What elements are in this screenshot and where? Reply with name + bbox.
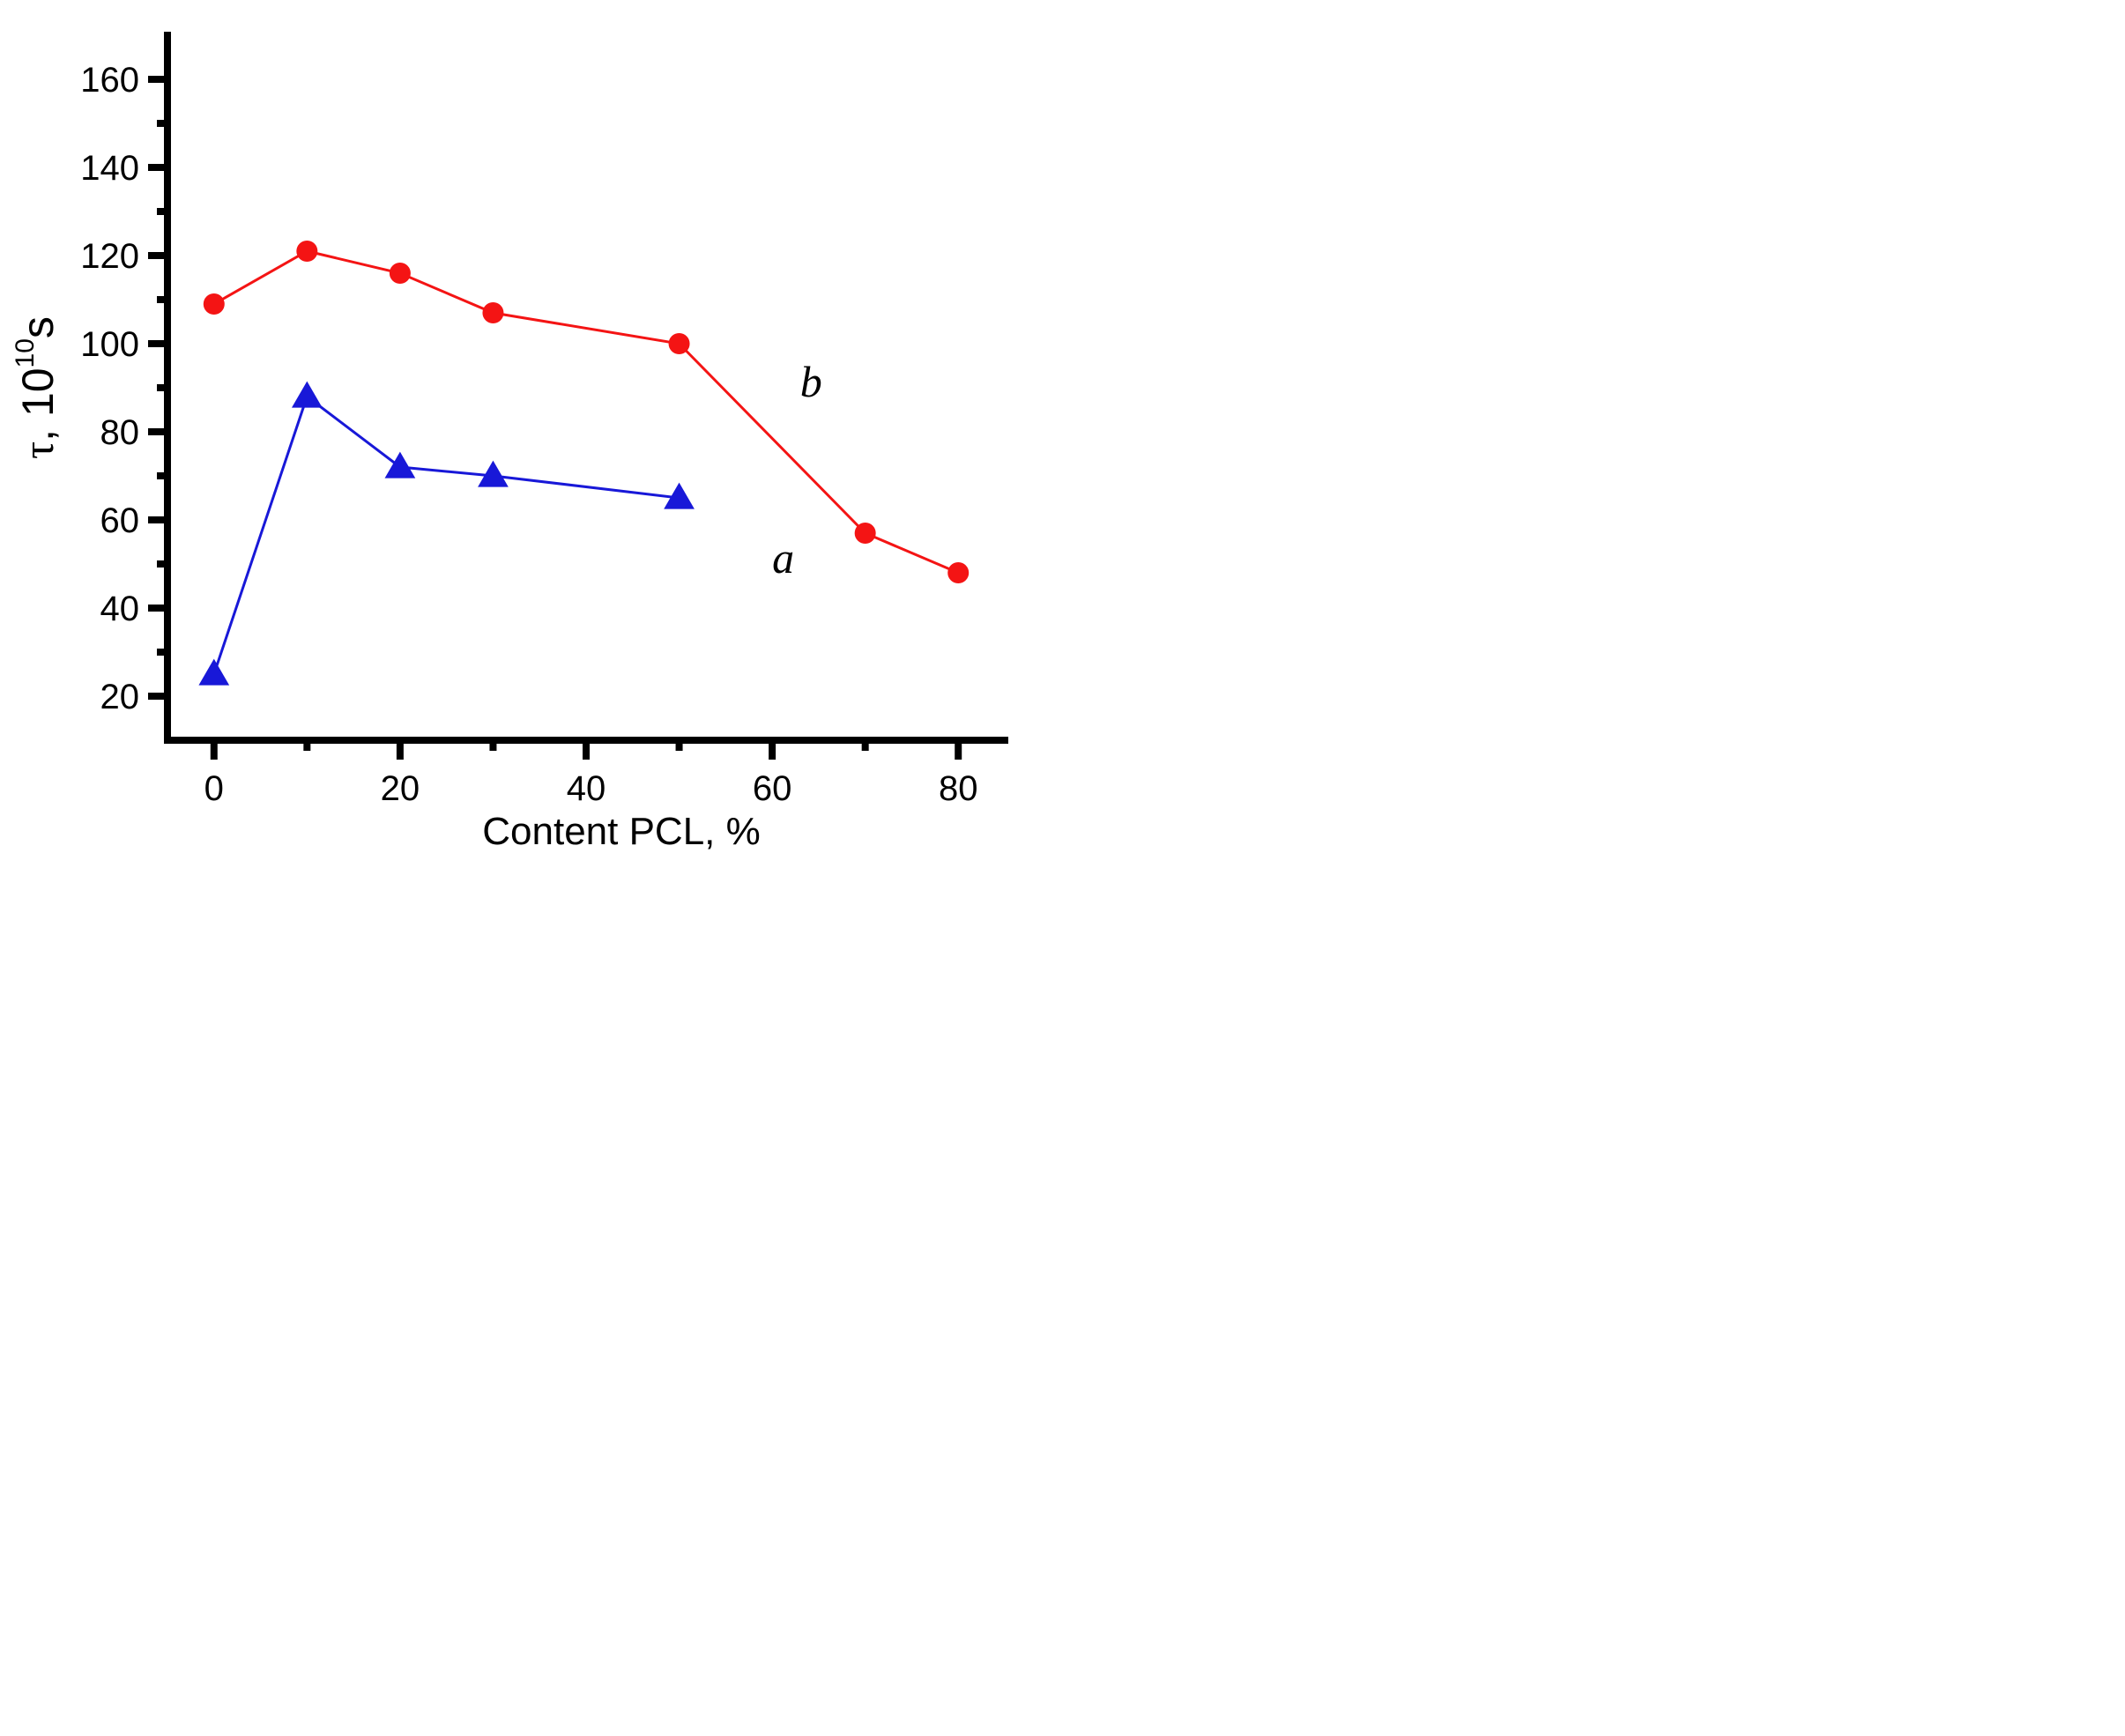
y-tick-label: 140 — [80, 149, 139, 188]
circle-marker — [947, 562, 969, 583]
x-tick-label: 20 — [381, 769, 420, 808]
chart-container: 0 20 40 60 80 Content PCL, % 20 40 60 80 100 120 140… — [0, 0, 1058, 864]
y-axis-label: τ, 1010s — [11, 316, 63, 459]
circle-marker — [669, 333, 690, 354]
y-tick-label: 20 — [100, 678, 140, 716]
x-tick-label: 40 — [567, 769, 606, 808]
x-axis-label: Content PCL, % — [482, 810, 761, 853]
y-tick-label: 60 — [100, 501, 140, 540]
circle-marker — [204, 293, 225, 315]
y-tick-label: 120 — [80, 237, 139, 276]
x-tick-label: 80 — [939, 769, 978, 808]
circle-marker — [482, 302, 503, 323]
x-tick-label: 60 — [753, 769, 792, 808]
series-label-b: b — [800, 357, 822, 406]
circle-marker — [296, 241, 317, 262]
circle-marker — [390, 263, 411, 284]
series-label-a: a — [772, 533, 794, 582]
chart-svg: 0 20 40 60 80 Content PCL, % 20 40 60 80 100 120 140… — [0, 0, 1058, 864]
y-tick-label: 100 — [80, 325, 139, 364]
y-tick-label: 80 — [100, 413, 140, 452]
y-tick-label: 40 — [100, 590, 140, 628]
y-tick-label: 160 — [80, 61, 139, 100]
circle-marker — [855, 523, 876, 544]
x-tick-label: 0 — [204, 769, 224, 808]
